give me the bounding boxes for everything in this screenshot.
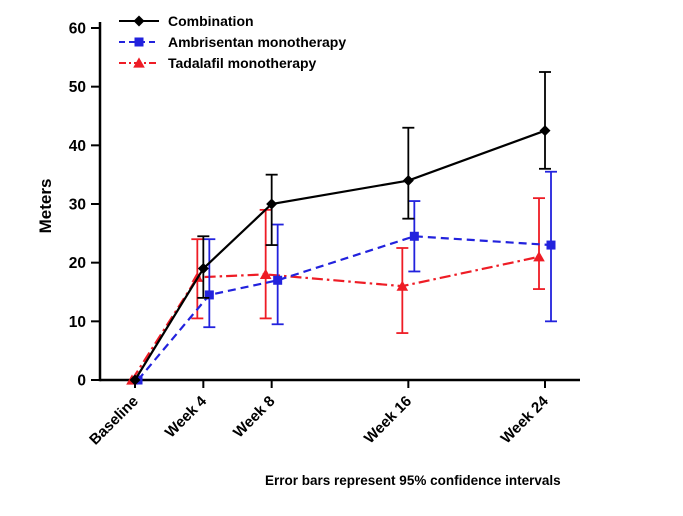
marker-diamond-icon (129, 374, 141, 386)
legend-item-combination: Combination (118, 12, 346, 29)
marker-diamond-icon (266, 198, 278, 210)
series-line (137, 235, 552, 381)
marker-square-icon (409, 231, 419, 241)
x-tick-label: Baseline (86, 393, 142, 449)
legend-key-combination-icon (119, 15, 159, 26)
marker-square-icon (273, 275, 283, 285)
marker-triangle-icon (133, 56, 145, 68)
legend-key-ambrisentan-icon (119, 37, 159, 46)
y-tick-label: 10 (69, 314, 86, 331)
error-bar-caption: Error bars represent 95% confidence inte… (265, 473, 561, 488)
x-tick-label: Week 16 (361, 393, 415, 447)
series-line (131, 255, 540, 381)
y-axis-label: Meters (36, 178, 55, 234)
legend: Combination Ambrisentan monotherapy Tada… (118, 12, 346, 71)
legend-label-tadalafil: Tadalafil monotherapy (168, 54, 317, 71)
marker-triangle-icon (259, 268, 272, 279)
marker-square-icon (134, 37, 144, 46)
series-combination (129, 71, 551, 386)
legend-label-combination: Combination (168, 12, 254, 29)
legend-item-tadalafil: Tadalafil monotherapy (118, 54, 346, 71)
y-tick-label: 0 (77, 373, 86, 390)
y-tick-label: 60 (69, 21, 86, 38)
legend-label-ambrisentan: Ambrisentan monotherapy (168, 33, 347, 50)
y-tick-label: 40 (69, 138, 86, 155)
x-tick-label: Week 8 (230, 393, 278, 441)
marker-triangle-icon (533, 251, 545, 262)
series-tadalafil (126, 197, 545, 385)
legend-key-tadalafil-icon (119, 56, 159, 68)
marker-square-icon (204, 290, 214, 300)
x-tick-label: Week 24 (498, 392, 553, 447)
marker-diamond-icon (402, 175, 414, 187)
marker-diamond-icon (539, 125, 551, 137)
marker-triangle-icon (396, 280, 409, 291)
marker-diamond-icon (133, 15, 145, 26)
y-tick-label: 30 (69, 197, 86, 214)
series-ambrisentan (133, 170, 557, 385)
y-tick-label: 50 (69, 79, 86, 96)
legend-item-ambrisentan: Ambrisentan monotherapy (118, 33, 346, 50)
y-tick-label: 20 (69, 255, 86, 272)
x-tick-label: Week 4 (162, 392, 211, 441)
marker-square-icon (546, 240, 556, 250)
marker-diamond-icon (197, 263, 209, 275)
